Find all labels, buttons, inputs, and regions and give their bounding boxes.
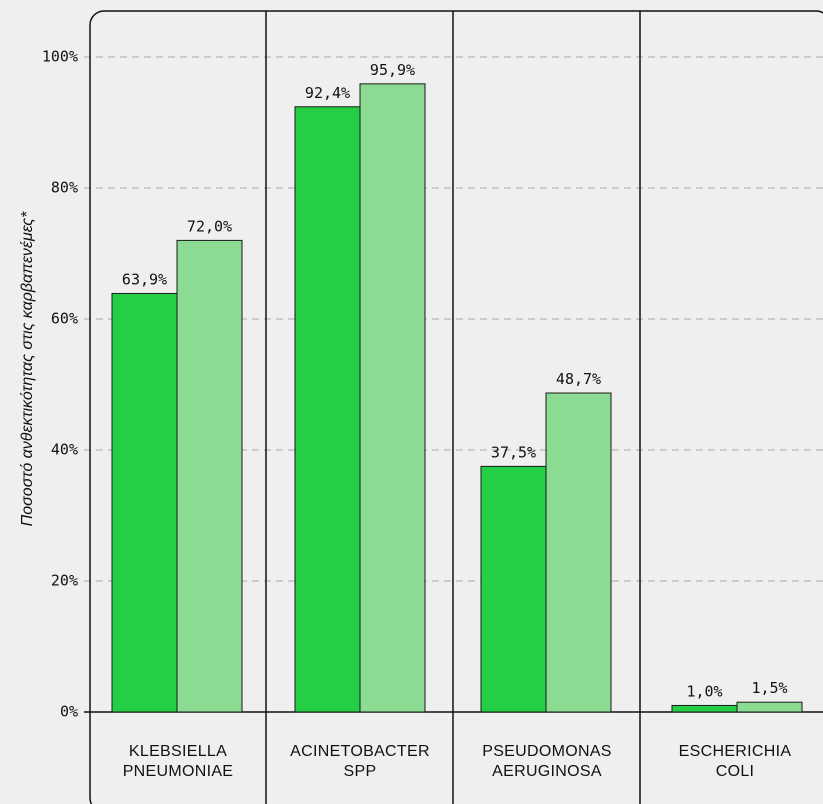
data-label: 37,5% <box>491 443 536 461</box>
data-label: 1,0% <box>686 682 722 700</box>
category-label: ESCHERICHIA <box>679 743 792 760</box>
category-label: PSEUDOMONAS <box>482 743 612 760</box>
bar <box>111 292 178 713</box>
bar <box>736 701 803 713</box>
data-label: 63,9% <box>122 270 167 288</box>
category-label: COLI <box>716 763 755 780</box>
bar <box>176 239 243 713</box>
bar <box>671 704 738 713</box>
y-axis-ticks: 0% 20% 40% 60% 80% 100% <box>42 48 78 721</box>
bar <box>545 392 612 713</box>
y-tick-label: 20% <box>51 572 78 590</box>
bar <box>359 83 426 713</box>
category-label: AERUGINOSA <box>492 763 602 780</box>
data-label: 1,5% <box>751 679 787 697</box>
bar <box>294 106 361 713</box>
y-tick-label: 100% <box>42 48 78 66</box>
data-label: 92,4% <box>305 84 350 102</box>
category-label: SPP <box>344 763 377 780</box>
data-label: 95,9% <box>370 61 415 79</box>
y-tick-label: 80% <box>51 179 78 197</box>
category-labels: KLEBSIELLA PNEUMONIAE ACINETOBACTER SPP PSEU… <box>123 743 792 780</box>
category-label: ACINETOBACTER <box>290 743 430 760</box>
data-labels: 63,9% 92,4% 37,5% 1,0% 72,0% 95,9% 48,7% 1,5% <box>122 61 788 701</box>
y-tick-label: 60% <box>51 310 78 328</box>
category-label: KLEBSIELLA <box>129 743 227 760</box>
data-label: 72,0% <box>187 217 232 235</box>
y-tick-label: 40% <box>51 441 78 459</box>
bars <box>111 83 803 713</box>
category-label: PNEUMONIAE <box>123 763 234 780</box>
y-axis-title: Ποσοστό ανθεκτικότητας στις καρβαπενέμες… <box>19 211 36 526</box>
data-label: 48,7% <box>556 370 601 388</box>
frame-border <box>89 10 823 804</box>
y-tick-label: 0% <box>60 703 78 721</box>
bar <box>480 465 547 713</box>
